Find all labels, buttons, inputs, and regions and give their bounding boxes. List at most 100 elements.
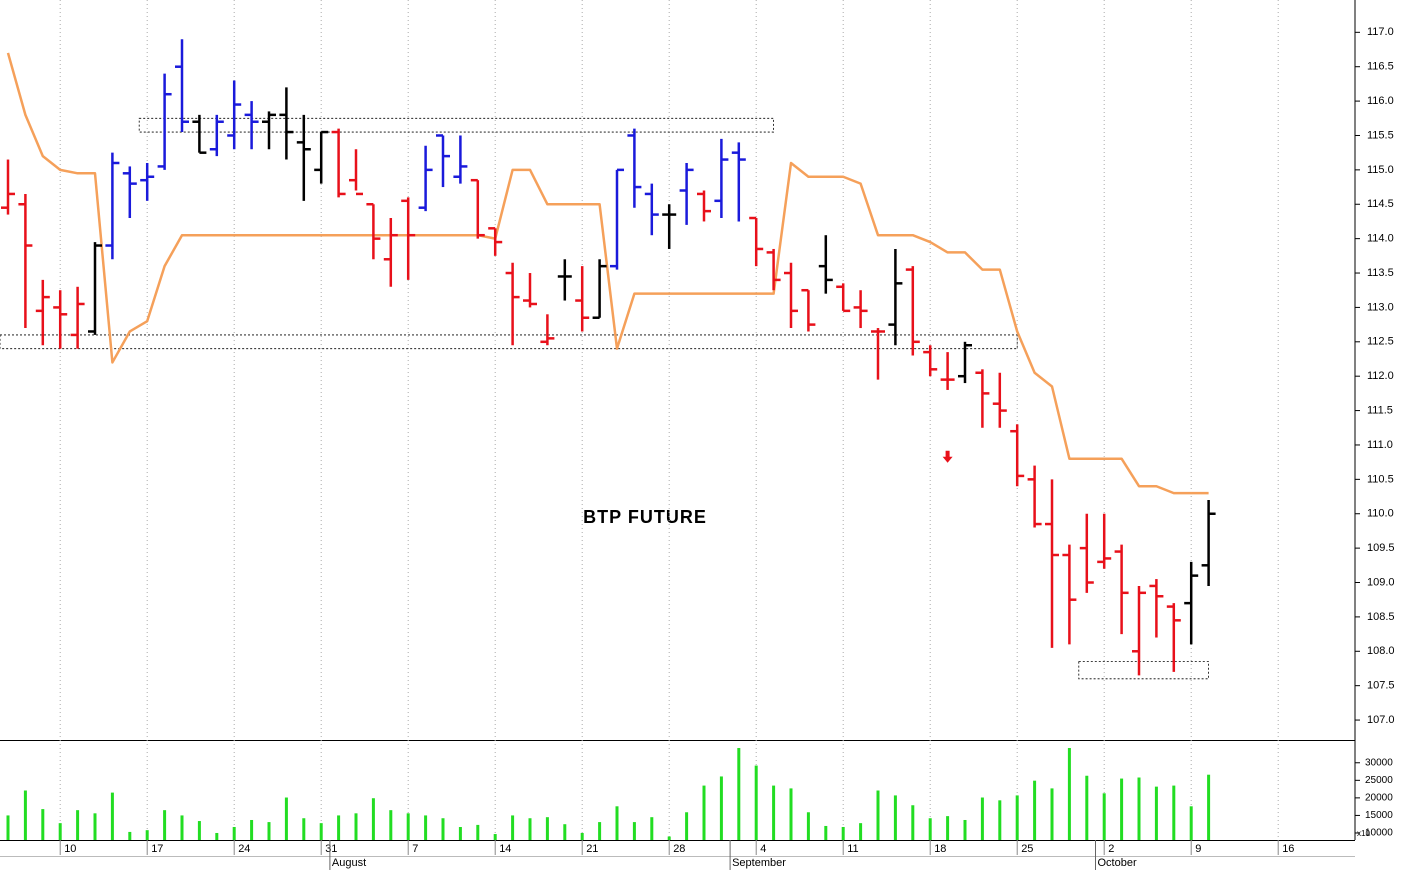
volume-bar — [806, 812, 810, 840]
volume-bar — [389, 810, 393, 840]
volume-bar — [824, 825, 828, 840]
volume-tick-label: 10000 — [1365, 828, 1393, 839]
volume-tick-label: 15000 — [1365, 810, 1393, 821]
volume-bar — [1033, 780, 1037, 840]
volume-bar — [6, 815, 10, 840]
volume-bar — [615, 806, 619, 840]
x-tick-label: 24 — [238, 843, 250, 855]
x-tick-label: 16 — [1282, 843, 1294, 855]
month-label: September — [732, 857, 786, 869]
volume-bar — [93, 813, 97, 840]
y-tick-label: 113.0 — [1367, 301, 1394, 313]
month-label: August — [332, 857, 366, 869]
volume-tick-label: 20000 — [1365, 793, 1393, 804]
y-tick-label: 117.0 — [1367, 26, 1394, 38]
x-tick-label: 9 — [1195, 843, 1201, 855]
volume-bar — [180, 815, 184, 840]
signal-arrow — [942, 450, 953, 463]
volume-bar — [772, 785, 776, 840]
volume-bar — [685, 812, 689, 840]
y-tick-label: 109.0 — [1367, 576, 1395, 588]
volume-tick-label: 25000 — [1365, 775, 1393, 786]
volume-bar — [893, 795, 897, 840]
volume-bar — [493, 834, 497, 840]
volume-bar — [354, 813, 358, 840]
volume-bar — [110, 792, 114, 840]
y-tick-label: 108.5 — [1367, 611, 1395, 623]
volume-bar — [41, 809, 45, 840]
volume-bar — [1137, 777, 1141, 840]
volume-bar — [563, 824, 567, 840]
volume-bar — [424, 815, 428, 840]
y-tick-label: 111.5 — [1367, 404, 1393, 416]
volume-bar — [1085, 775, 1089, 840]
chart-title: BTP FUTURE — [583, 507, 707, 527]
volume-bar — [980, 797, 984, 840]
y-tick-label: 115.5 — [1367, 129, 1394, 141]
volume-bar — [632, 822, 636, 840]
volume-bar — [998, 800, 1002, 840]
zone — [1078, 661, 1210, 680]
volume-bar — [76, 810, 80, 840]
volume-bar — [545, 817, 549, 840]
volume-bar — [1154, 786, 1158, 840]
volume-bar — [1067, 748, 1071, 840]
volume-bar — [928, 818, 932, 840]
zone — [138, 117, 775, 133]
volume-bar — [23, 790, 27, 840]
volume-bar — [267, 822, 271, 840]
y-tick-label: 114.0 — [1367, 233, 1394, 245]
volume-bar — [302, 818, 306, 840]
volume-unit-label: x10 — [1357, 829, 1370, 838]
y-tick-label: 110.5 — [1367, 473, 1394, 485]
volume-bar — [946, 816, 950, 840]
x-tick-label: 28 — [673, 843, 685, 855]
volume-bar — [650, 817, 654, 840]
volume-bar — [232, 827, 236, 840]
y-tick-label: 108.0 — [1367, 645, 1395, 657]
y-tick-label: 107.5 — [1367, 680, 1395, 692]
volume-bar — [841, 827, 845, 840]
volume-bar — [1120, 778, 1124, 840]
volume-bar — [719, 776, 723, 840]
y-tick-label: 114.5 — [1367, 198, 1394, 210]
volume-bar — [859, 823, 863, 840]
volume-bar — [1189, 806, 1193, 840]
y-tick-label: 116.5 — [1367, 61, 1394, 73]
volume-bar — [963, 819, 967, 840]
volume-bar — [598, 822, 602, 840]
y-tick-label: 112.5 — [1367, 336, 1394, 348]
volume-bar — [319, 823, 323, 840]
volume-bar — [145, 830, 149, 840]
volume-bar — [197, 821, 201, 840]
volume-bar — [911, 805, 915, 840]
x-tick-label: 18 — [934, 843, 946, 855]
month-label: October — [1098, 857, 1137, 869]
volume-bar — [1050, 788, 1054, 840]
x-tick-label: 2 — [1108, 843, 1114, 855]
x-tick-label: 21 — [586, 843, 598, 855]
volume-bar — [876, 790, 880, 840]
volume-bar — [667, 836, 671, 840]
y-tick-label: 113.5 — [1367, 267, 1394, 279]
volume-tick-label: 30000 — [1365, 757, 1393, 768]
y-tick-label: 109.5 — [1367, 542, 1395, 554]
volume-bar — [528, 818, 532, 840]
volume-bar — [789, 788, 793, 840]
volume-bar — [337, 815, 341, 840]
volume-bar — [511, 815, 515, 840]
volume-bar — [1015, 795, 1019, 840]
x-tick-label: 17 — [151, 843, 163, 855]
volume-bar — [1172, 785, 1176, 840]
volume-bar — [580, 832, 584, 840]
volume-bar — [458, 827, 462, 840]
x-tick-label: 14 — [499, 843, 511, 855]
zone — [0, 334, 1018, 350]
volume-bar — [284, 797, 288, 840]
y-tick-label: 107.0 — [1367, 714, 1395, 726]
y-tick-label: 116.0 — [1367, 95, 1394, 107]
y-tick-label: 115.0 — [1367, 164, 1394, 176]
volume-bar — [702, 785, 706, 840]
y-tick-label: 112.0 — [1367, 370, 1394, 382]
